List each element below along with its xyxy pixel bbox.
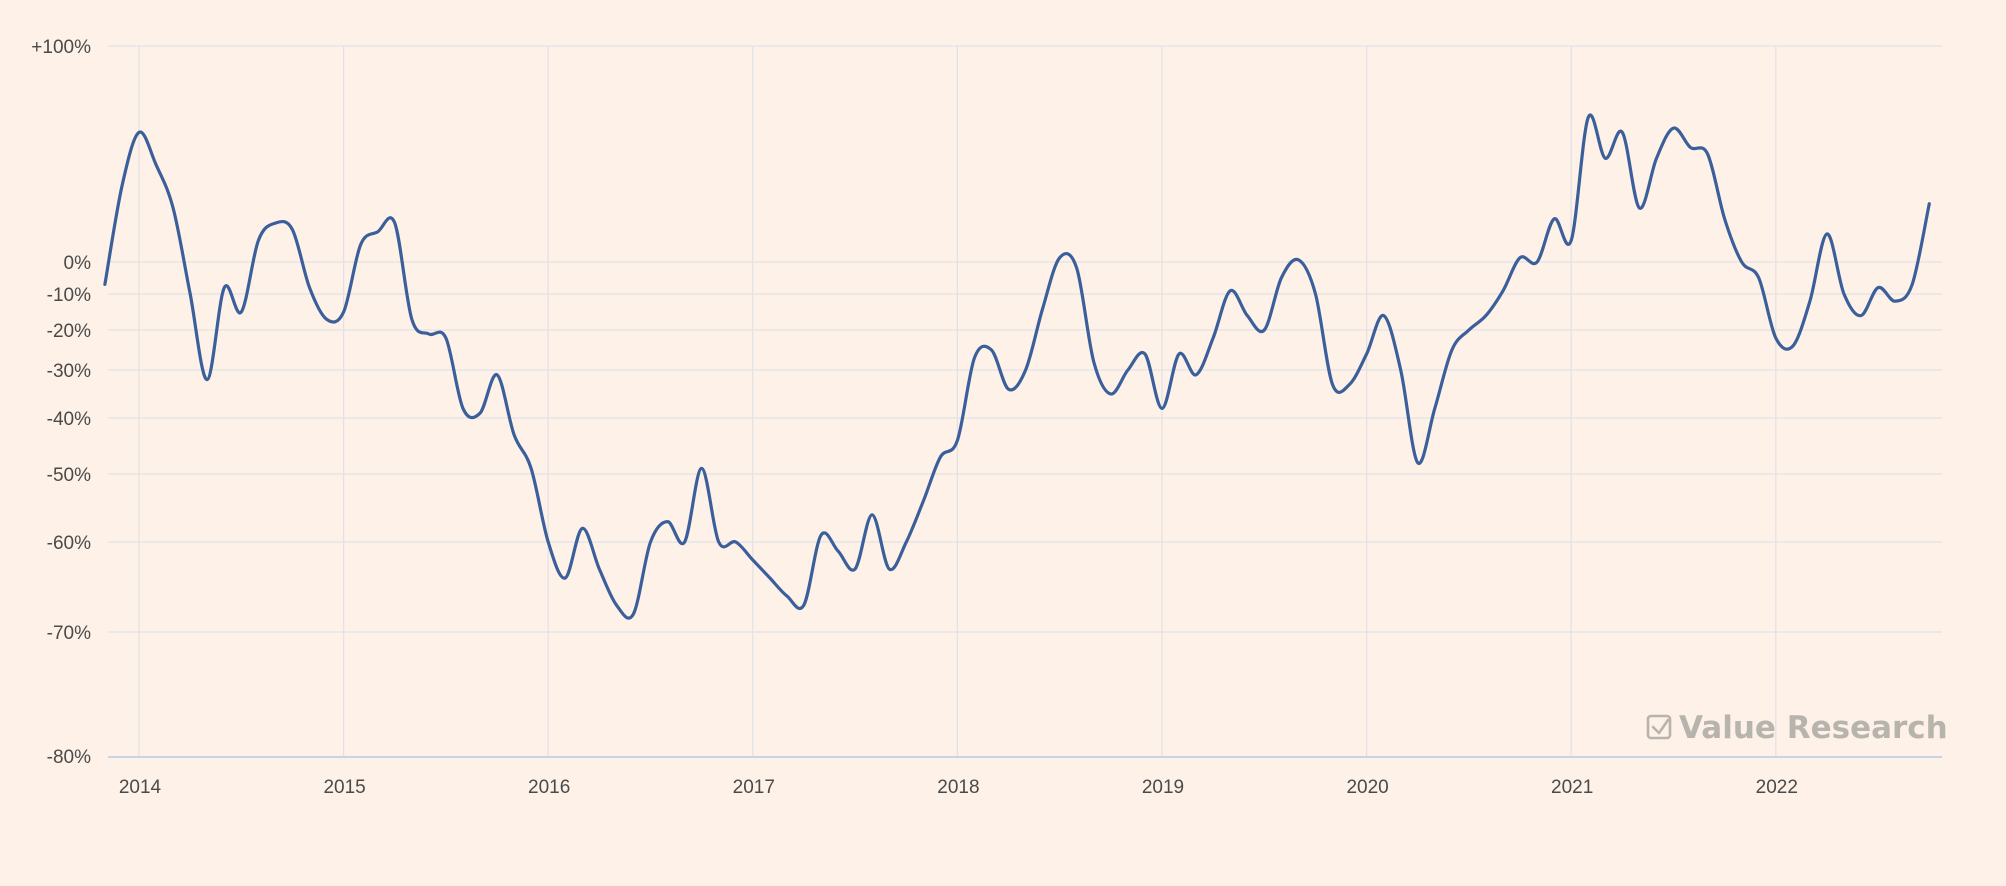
y-tick-label: +100% (31, 37, 91, 58)
y-tick-label: -60% (47, 533, 91, 554)
series-layer (103, 113, 1931, 620)
x-tick-label: 2021 (1551, 777, 1593, 798)
x-tick-label: 2022 (1756, 777, 1798, 798)
watermark-logo: Value Research (1646, 710, 1948, 746)
y-tick-label: -10% (47, 285, 91, 306)
x-tick-label: 2020 (1346, 777, 1388, 798)
y-tick-label: -80% (47, 747, 91, 768)
y-tick-label: 0% (64, 253, 92, 274)
checkbox-icon (1646, 714, 1672, 740)
tick-labels: +100% 0% -10% -20% -30% -40% -50% -60% -70% -80% 2… (31, 37, 1798, 798)
y-tick-label: -70% (47, 623, 91, 644)
grid-lines (108, 45, 1942, 756)
x-tick-label: 2016 (528, 777, 570, 798)
watermark-text: Value Research (1679, 710, 1948, 746)
y-tick-label: -40% (47, 409, 91, 430)
x-tick-label: 2017 (733, 777, 775, 798)
x-tick-label: 2014 (119, 777, 162, 798)
y-tick-label: -30% (47, 361, 91, 382)
series-line (103, 113, 1931, 620)
x-tick-label: 2019 (1142, 777, 1184, 798)
x-tick-label: 2018 (937, 777, 979, 798)
x-tick-label: 2015 (323, 777, 365, 798)
y-tick-label: -20% (47, 321, 91, 342)
y-tick-label: -50% (47, 465, 91, 486)
